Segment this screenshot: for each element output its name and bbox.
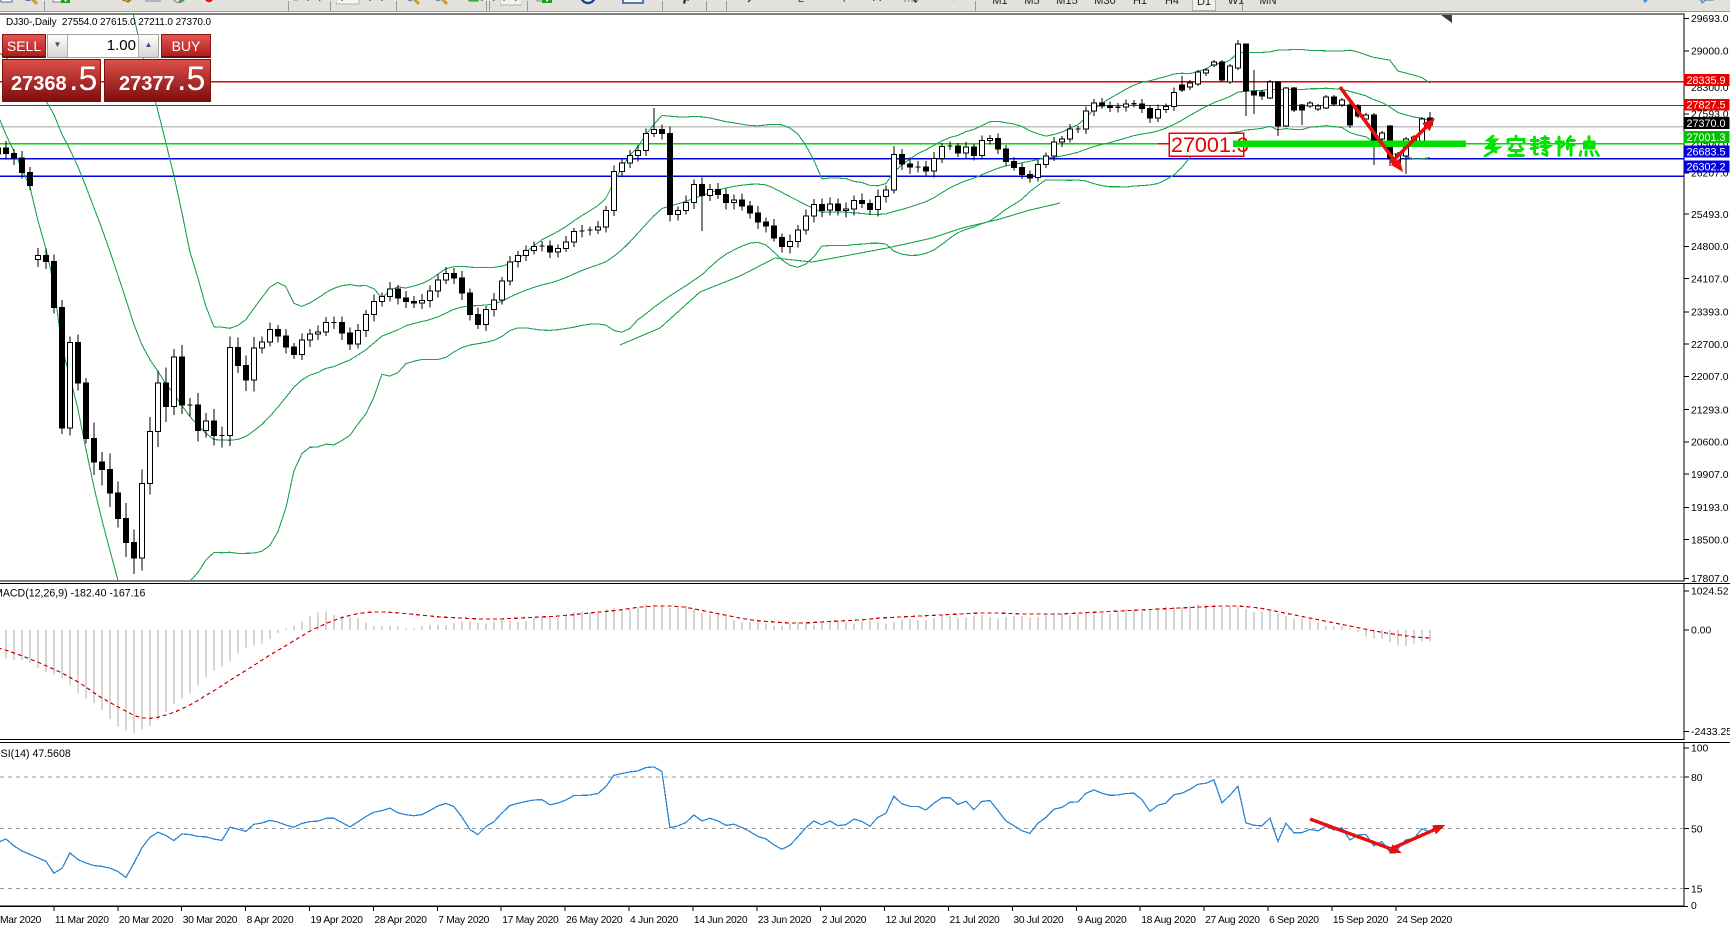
svg-text:26207.0: 26207.0 xyxy=(1691,169,1729,180)
svg-text:26900.0: 26900.0 xyxy=(1691,139,1729,150)
svg-text:28300.0: 28300.0 xyxy=(1691,83,1729,94)
svg-text:17 May 2020: 17 May 2020 xyxy=(502,915,559,926)
svg-text:12 Jul 2020: 12 Jul 2020 xyxy=(886,915,937,926)
svg-text:17807.0: 17807.0 xyxy=(1691,574,1729,585)
svg-text:A: A xyxy=(873,0,881,4)
svg-text:29000.0: 29000.0 xyxy=(1691,47,1729,58)
svg-text:50: 50 xyxy=(1691,824,1703,835)
svg-text:11 Mar 2020: 11 Mar 2020 xyxy=(55,915,109,926)
svg-text:30 Jul 2020: 30 Jul 2020 xyxy=(1013,915,1064,926)
svg-text:25493.0: 25493.0 xyxy=(1691,210,1729,221)
svg-text:6 Sep 2020: 6 Sep 2020 xyxy=(1269,915,1319,926)
svg-text:19193.0: 19193.0 xyxy=(1691,503,1729,514)
svg-text:20600.0: 20600.0 xyxy=(1691,438,1729,449)
svg-text:26683.5: 26683.5 xyxy=(1687,147,1726,159)
svg-text:0.00: 0.00 xyxy=(1691,626,1711,637)
svg-text:18500.0: 18500.0 xyxy=(1691,535,1729,546)
svg-text:MACD(12,26,9) -182.40 -167.16: MACD(12,26,9) -182.40 -167.16 xyxy=(0,588,145,600)
svg-text:RSI(14) 47.5608: RSI(14) 47.5608 xyxy=(0,748,71,760)
svg-text:27001.3: 27001.3 xyxy=(1687,132,1726,144)
svg-text:29693.0: 29693.0 xyxy=(1691,14,1729,25)
svg-text:2 Jul 2020: 2 Jul 2020 xyxy=(822,915,867,926)
svg-text:15: 15 xyxy=(1691,884,1703,895)
svg-text:22700.0: 22700.0 xyxy=(1691,340,1729,351)
svg-text:E: E xyxy=(798,0,804,4)
svg-text:F: F xyxy=(843,0,849,4)
svg-text:27 Aug 2020: 27 Aug 2020 xyxy=(1205,915,1260,926)
svg-text:28 Apr 2020: 28 Apr 2020 xyxy=(374,915,427,926)
svg-text:1024.52: 1024.52 xyxy=(1691,587,1729,598)
svg-text:26302.2: 26302.2 xyxy=(1687,162,1726,174)
svg-text:30 Mar 2020: 30 Mar 2020 xyxy=(183,915,238,926)
svg-text:19907.0: 19907.0 xyxy=(1691,470,1729,481)
svg-text:Mar 2020: Mar 2020 xyxy=(0,915,42,926)
svg-text:80: 80 xyxy=(1691,773,1703,784)
svg-text:19 Apr 2020: 19 Apr 2020 xyxy=(311,915,364,926)
svg-text:22007.0: 22007.0 xyxy=(1691,372,1729,383)
svg-text:27827.5: 27827.5 xyxy=(1687,100,1726,112)
svg-text:21 Jul 2020: 21 Jul 2020 xyxy=(950,915,1001,926)
svg-text:24800.0: 24800.0 xyxy=(1691,242,1729,253)
svg-text:27370.0: 27370.0 xyxy=(1687,118,1726,130)
svg-text:14 Jun 2020: 14 Jun 2020 xyxy=(694,915,748,926)
svg-text:18 Aug 2020: 18 Aug 2020 xyxy=(1141,915,1196,926)
svg-text:21293.0: 21293.0 xyxy=(1691,405,1729,416)
svg-text:24107.0: 24107.0 xyxy=(1691,274,1729,285)
svg-text:28335.9: 28335.9 xyxy=(1687,75,1726,87)
svg-text:-2433.25: -2433.25 xyxy=(1691,727,1730,738)
svg-text:8 Apr 2020: 8 Apr 2020 xyxy=(247,915,294,926)
svg-text:100: 100 xyxy=(1691,744,1709,755)
svg-text:23393.0: 23393.0 xyxy=(1691,308,1729,319)
svg-text:0: 0 xyxy=(1691,901,1697,912)
svg-text:27593.0: 27593.0 xyxy=(1691,110,1729,121)
svg-text:20 Mar 2020: 20 Mar 2020 xyxy=(119,915,174,926)
svg-text:4 Jun 2020: 4 Jun 2020 xyxy=(630,915,679,926)
svg-text:15 Sep 2020: 15 Sep 2020 xyxy=(1333,915,1389,926)
svg-text:7 May 2020: 7 May 2020 xyxy=(438,915,489,926)
svg-text:9 Aug 2020: 9 Aug 2020 xyxy=(1077,915,1127,926)
svg-text:26 May 2020: 26 May 2020 xyxy=(566,915,623,926)
svg-text:24 Sep 2020: 24 Sep 2020 xyxy=(1397,915,1453,926)
svg-text:23 Jun 2020: 23 Jun 2020 xyxy=(758,915,812,926)
